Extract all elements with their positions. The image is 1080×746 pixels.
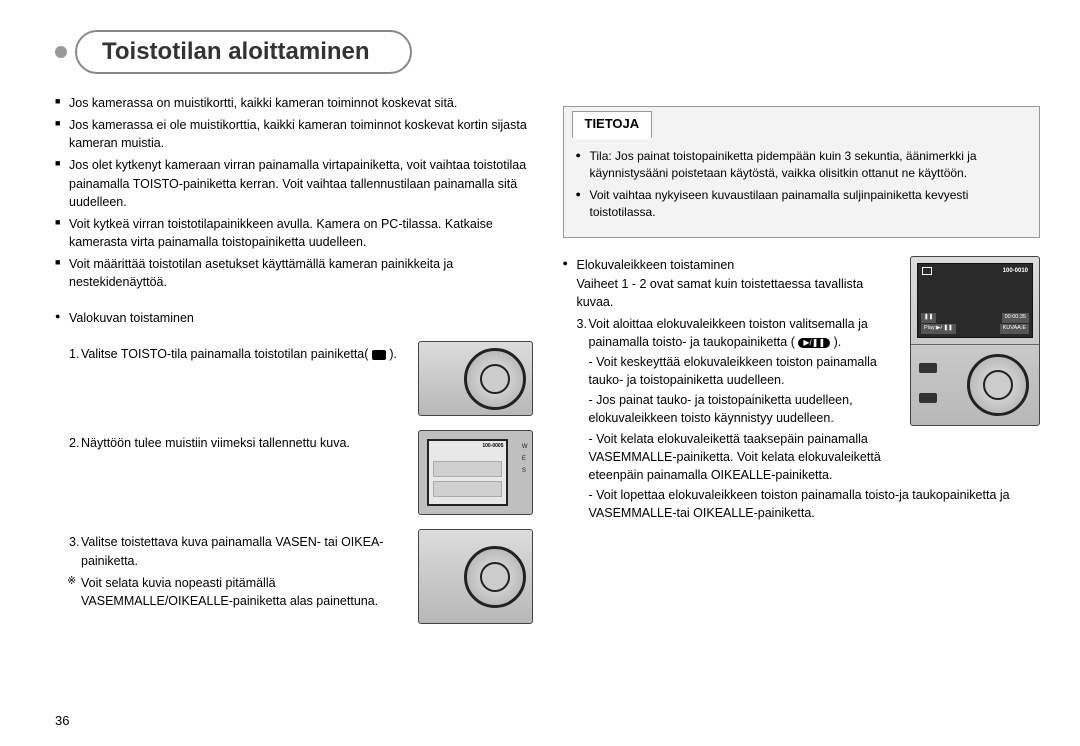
movie-lcd: 100-0010 Play:▶/ ❚❚ KUVAA:E ❚❚ 00:00:35 [917, 263, 1033, 338]
movie-lcd-bottom: Play:▶/ ❚❚ KUVAA:E [921, 324, 1029, 334]
info-box: TIETOJA Tila: Jos painat toistopainikett… [563, 106, 1041, 238]
side-button [919, 363, 937, 373]
info-box-header: TIETOJA [572, 111, 653, 139]
pause-icon: ❚❚ [921, 313, 936, 323]
menu-ok-label: MENU OK [984, 379, 1012, 391]
intro-bullet: Jos kamerassa on muistikortti, kaikki ka… [55, 94, 533, 112]
lcd-bar [433, 461, 502, 477]
lcd-bar [433, 481, 502, 497]
right-column: TIETOJA Tila: Jos painat toistopainikett… [563, 94, 1041, 624]
step1-row: 1. Valitse TOISTO-tila painamalla toisto… [55, 341, 533, 416]
kuvaa-label: KUVAA:E [1000, 324, 1029, 334]
step3-text-block: 3. Valitse toistettava kuva painamalla V… [55, 529, 406, 610]
page-title: Toistotilan aloittaminen [75, 30, 412, 74]
step2-text: 2. Näyttöön tulee muistiin viimeksi tall… [55, 434, 406, 452]
intro-bullet: Jos olet kytkenyt kameraan virran painam… [55, 156, 533, 210]
intro-bullet: Voit määrittää toistotilan asetukset käy… [55, 255, 533, 291]
info-box-item: Voit vaihtaa nykyiseen kuvaustilaan pain… [576, 187, 1028, 222]
menu-ok-label: MENU OK [481, 571, 509, 583]
step1-text: 1. Valitse TOISTO-tila painamalla toisto… [55, 345, 406, 363]
camera-dpad-figure-2: MENU OK [418, 529, 533, 624]
movie-intro: Vaiheet 1 - 2 ovat samat kuin toistettae… [563, 275, 896, 311]
movie-sub4: - Voit lopettaa elokuvaleikkeen toiston … [563, 486, 1041, 522]
movie-mode-icon [922, 267, 932, 275]
movie-playback-header: Elokuvaleikkeen toistaminen [563, 256, 896, 274]
movie-dpad-part: MENU OK [911, 345, 1039, 425]
step3-content: Valitse toistettava kuva painamalla VASE… [81, 535, 383, 567]
movie-sub3: - Voit kelata elokuvaleikettä taaksepäin… [563, 430, 896, 484]
play-label: Play:▶/ ❚❚ [921, 324, 956, 334]
step1-text-a: Valitse TOISTO-tila painamalla toistotil… [81, 347, 368, 361]
movie-playback-figure: 100-0010 Play:▶/ ❚❚ KUVAA:E ❚❚ 00:00:35 [910, 256, 1040, 426]
step3-note: Voit selata kuvia nopeasti pitämällä VAS… [55, 574, 406, 610]
info-box-list: Tila: Jos painat toistopainiketta pidemp… [576, 148, 1028, 222]
movie-sub2: - Jos painat tauko- ja toistopainiketta … [563, 391, 896, 427]
step3-text: 3. Valitse toistettava kuva painamalla V… [55, 533, 406, 569]
dpad-icon: MENU OK [464, 348, 526, 410]
page-title-bar: Toistotilan aloittaminen [55, 30, 1040, 74]
photo-playback-header: Valokuvan toistaminen [55, 309, 533, 327]
movie-file-label: 100-0010 [1003, 267, 1028, 276]
movie-sub1: - Voit keskeyttää elokuvaleikkeen toisto… [563, 353, 896, 389]
side-button [919, 393, 937, 403]
intro-bullets: Jos kamerassa on muistikortti, kaikki ka… [55, 94, 533, 291]
content-columns: Jos kamerassa on muistikortti, kaikki ka… [55, 94, 1040, 624]
left-column: Jos kamerassa on muistikortti, kaikki ka… [55, 94, 533, 624]
step3-row: 3. Valitse toistettava kuva painamalla V… [55, 529, 533, 624]
step-number: 3. [577, 315, 587, 333]
intro-bullet: Voit kytkeä virran toistotilapainikkeen … [55, 215, 533, 251]
camera-screen-figure: 100-0005 WES [418, 430, 533, 515]
movie-step3: 3. Voit aloittaa elokuvaleikkeen toiston… [563, 315, 896, 351]
menu-ok-label: MENU OK [481, 373, 509, 385]
step-number: 2. [69, 434, 79, 452]
side-buttons: WES [522, 441, 528, 477]
movie-playback-section: Elokuvaleikkeen toistaminen Vaiheet 1 - … [563, 256, 1041, 522]
lcd-screen: 100-0005 [427, 439, 508, 506]
movie-screen-part: 100-0010 Play:▶/ ❚❚ KUVAA:E ❚❚ 00:00:35 [911, 257, 1039, 345]
step2-row: 2. Näyttöön tulee muistiin viimeksi tall… [55, 430, 533, 515]
playback-mode-icon [372, 350, 386, 360]
dpad-icon: MENU OK [967, 354, 1029, 416]
info-box-item: Tila: Jos painat toistopainiketta pidemp… [576, 148, 1028, 183]
lcd-file-label: 100-0005 [482, 443, 503, 450]
step2-content: Näyttöön tulee muistiin viimeksi tallenn… [81, 436, 350, 450]
title-dot-icon [55, 46, 67, 58]
step1-text-b: ). [389, 347, 397, 361]
step-number: 1. [69, 345, 79, 363]
step-number: 3. [69, 533, 79, 551]
page-number: 36 [55, 713, 69, 728]
movie-lcd-timer: ❚❚ 00:00:35 [921, 313, 1029, 323]
play-pause-icon: ▶/❚❚ [798, 338, 830, 348]
dpad-icon: MENU OK [464, 546, 526, 608]
camera-dpad-figure-1: MENU OK [418, 341, 533, 416]
movie-step3-b: ). [834, 335, 842, 349]
time-label: 00:00:35 [1002, 313, 1029, 323]
intro-bullet: Jos kamerassa ei ole muistikorttia, kaik… [55, 116, 533, 152]
